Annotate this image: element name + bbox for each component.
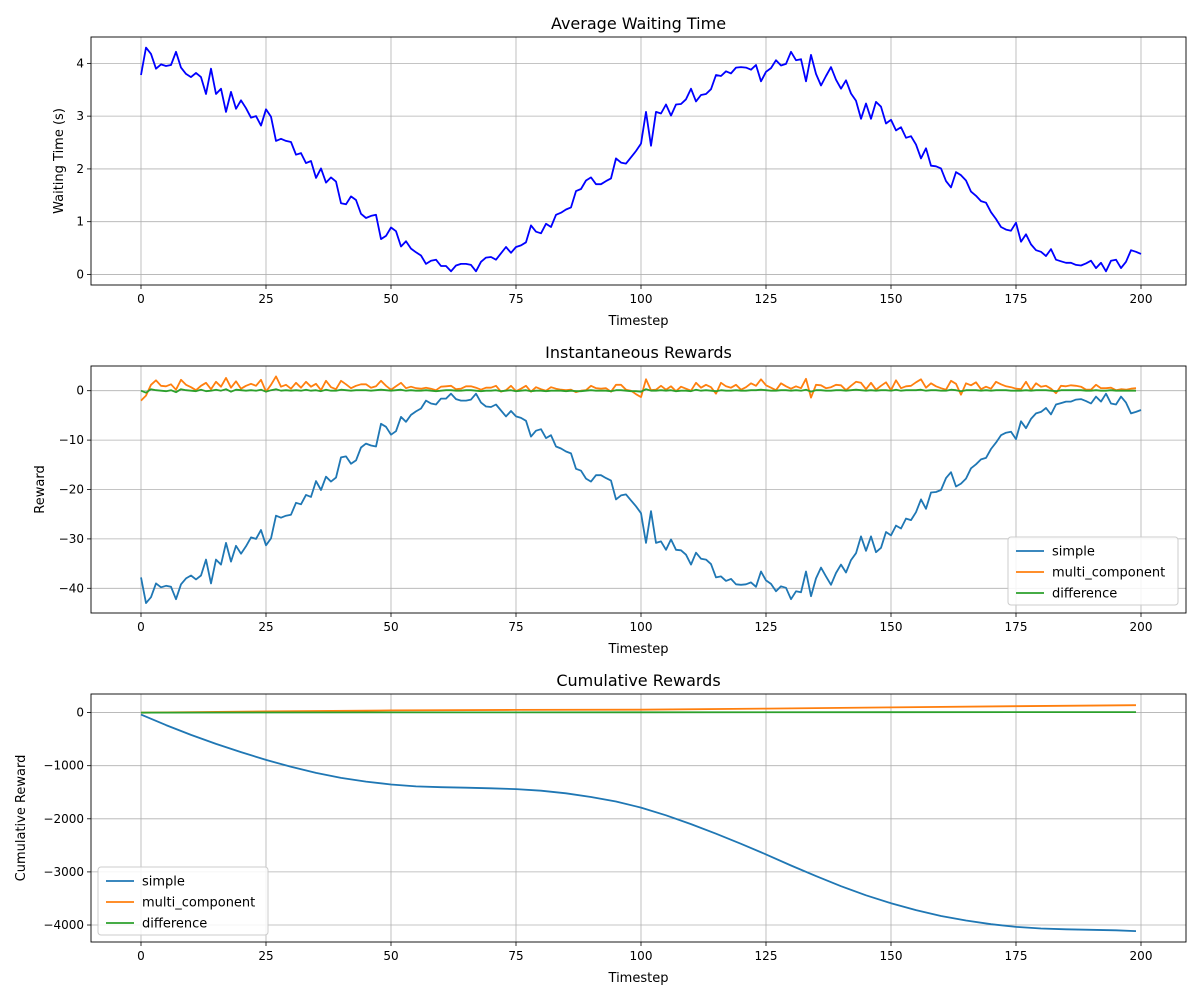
x-tick-label: 75 [508,949,523,963]
subplot-2: 0 25 50 75 100 125 150 175 200 0 −10 −20 −30 −40 Insta… [33,343,1187,657]
y-tick-label: 0 [76,706,84,720]
legend-box [97,866,269,936]
x-axis-label: Timestep [608,971,669,986]
series-line-simple [140,392,1142,604]
y-axis-label: Reward [33,465,48,513]
plot-frame [90,693,1187,943]
y-tick-label: −4000 [43,918,84,932]
x-tick-label: 0 [137,620,145,634]
y-tick-label: −30 [59,532,84,546]
x-tick-label: 25 [258,292,273,306]
x-tick-label: 100 [630,620,653,634]
x-tick-label: 75 [508,620,523,634]
y-tick-label: −2000 [43,812,84,826]
x-tick-label: 25 [258,620,273,634]
x-tick-label: 75 [508,292,523,306]
y-tick-label: −40 [59,581,84,595]
x-tick-label: 200 [1130,620,1153,634]
x-tick-label: 100 [630,292,653,306]
x-tick-label: 175 [1005,949,1028,963]
chart-title: Cumulative Rewards [556,671,720,690]
x-tick-label: 125 [755,620,778,634]
x-tick-label: 50 [383,949,398,963]
subplot-1: 0 25 50 75 100 125 150 175 200 0 1 2 3 4 Average Waiti… [52,14,1187,329]
series-line-difference [140,711,1137,714]
y-axis-label: Cumulative Reward [14,755,29,882]
series-line-difference [140,388,1136,394]
y-tick-label: 3 [76,109,84,123]
y-tick-label: 0 [76,384,84,398]
plot-frame [90,365,1187,614]
legend-label-difference: difference [1052,587,1117,602]
x-tick-label: 150 [880,292,903,306]
legend-label-simple: simple [1052,545,1095,560]
series-line-waiting-time [140,46,1142,273]
x-tick-label: 175 [1005,292,1028,306]
y-tick-label: 4 [76,56,84,70]
legend: simple multi_component difference [97,866,269,936]
x-tick-label: 0 [137,949,145,963]
subplot-3: 0 25 50 75 100 125 150 175 200 0 −1000 −2000 −3000 −4… [14,671,1187,986]
x-axis-label: Timestep [608,642,669,657]
x-tick-label: 150 [880,620,903,634]
chart-title: Average Waiting Time [551,14,726,33]
x-tick-label: 125 [755,949,778,963]
y-tick-label: −10 [59,433,84,447]
x-tick-label: 200 [1130,292,1153,306]
legend-label-multi_component: multi_component [142,896,255,911]
legend-box [1007,536,1179,606]
y-tick-label: 2 [76,162,84,176]
plot-frame [90,36,1187,286]
y-axis-label: Waiting Time (s) [52,108,67,214]
legend: simple multi_component difference [1007,536,1179,606]
x-tick-label: 125 [755,292,778,306]
y-tick-label: −3000 [43,865,84,879]
y-tick-label: −1000 [43,759,84,773]
x-tick-label: 50 [383,292,398,306]
y-tick-label: −20 [59,483,84,497]
legend-label-simple: simple [142,875,185,890]
y-tick-label: 0 [76,267,84,281]
x-tick-label: 0 [137,292,145,306]
x-tick-label: 50 [383,620,398,634]
legend-label-difference: difference [142,917,207,932]
x-tick-label: 200 [1130,949,1153,963]
series-line-multi_component [140,375,1137,402]
series-line-multi_component [140,704,1137,714]
chart-title: Instantaneous Rewards [545,343,732,362]
x-tick-label: 100 [630,949,653,963]
series-line-simple [140,713,1137,932]
x-tick-label: 175 [1005,620,1028,634]
x-tick-label: 25 [258,949,273,963]
y-tick-label: 1 [76,215,84,229]
x-axis-label: Timestep [608,314,669,329]
x-tick-label: 150 [880,949,903,963]
legend-label-multi_component: multi_component [1052,566,1165,581]
